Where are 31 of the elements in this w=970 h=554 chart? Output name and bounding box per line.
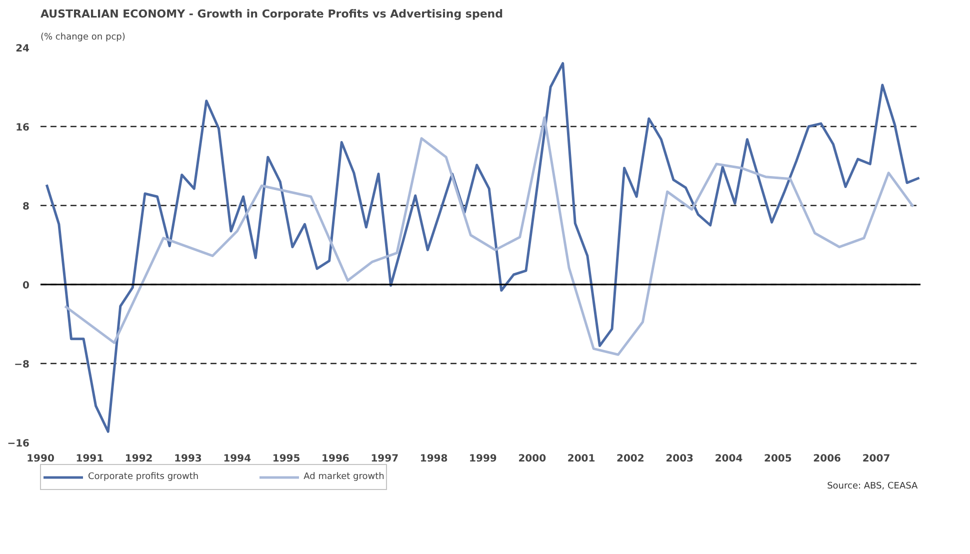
y-tick-label: 24	[16, 44, 30, 54]
x-tick-label: 2004	[714, 454, 743, 464]
x-tick-label: 1991	[76, 454, 104, 464]
y-tick-label: 16	[16, 122, 30, 134]
x-tick-label: 1996	[322, 454, 350, 464]
x-tick-label: 2002	[616, 454, 644, 464]
y-tick-label: 8	[22, 202, 30, 212]
source-note: Source: ABS, CEASA	[827, 482, 918, 492]
line-series	[64, 116, 914, 356]
x-tick-label: 1997	[370, 454, 399, 464]
x-tick-label: 1995	[272, 454, 300, 464]
y-tick-label: −8	[14, 360, 30, 370]
x-tick-label: 1992	[124, 454, 153, 464]
x-tick-label: 2003	[666, 454, 694, 464]
line-series	[45, 62, 920, 433]
x-tick-label: 2006	[813, 454, 842, 464]
x-tick-label: 2005	[764, 454, 792, 464]
x-tick-label: 1999	[469, 454, 497, 464]
x-tick-label: 1993	[174, 454, 202, 464]
y-tick-label: 0	[22, 280, 30, 292]
legend-label: Corporate profits growth	[88, 472, 199, 482]
x-tick-label: 1994	[223, 454, 252, 464]
chart-title: AUSTRALIAN ECONOMY - Growth in Corporate Profits vs Advertising spend	[40, 8, 503, 20]
legend-label: Ad market growth	[304, 472, 384, 482]
y-axis-title: (% change on pcp)	[40, 32, 126, 42]
x-tick-label: 1990	[26, 454, 54, 464]
y-tick-label: −16	[7, 438, 30, 450]
x-tick-label: 2001	[567, 454, 596, 464]
x-tick-label: 2000	[518, 454, 546, 464]
x-tick-label: 1998	[420, 454, 448, 464]
x-tick-label: 2007	[862, 454, 890, 464]
